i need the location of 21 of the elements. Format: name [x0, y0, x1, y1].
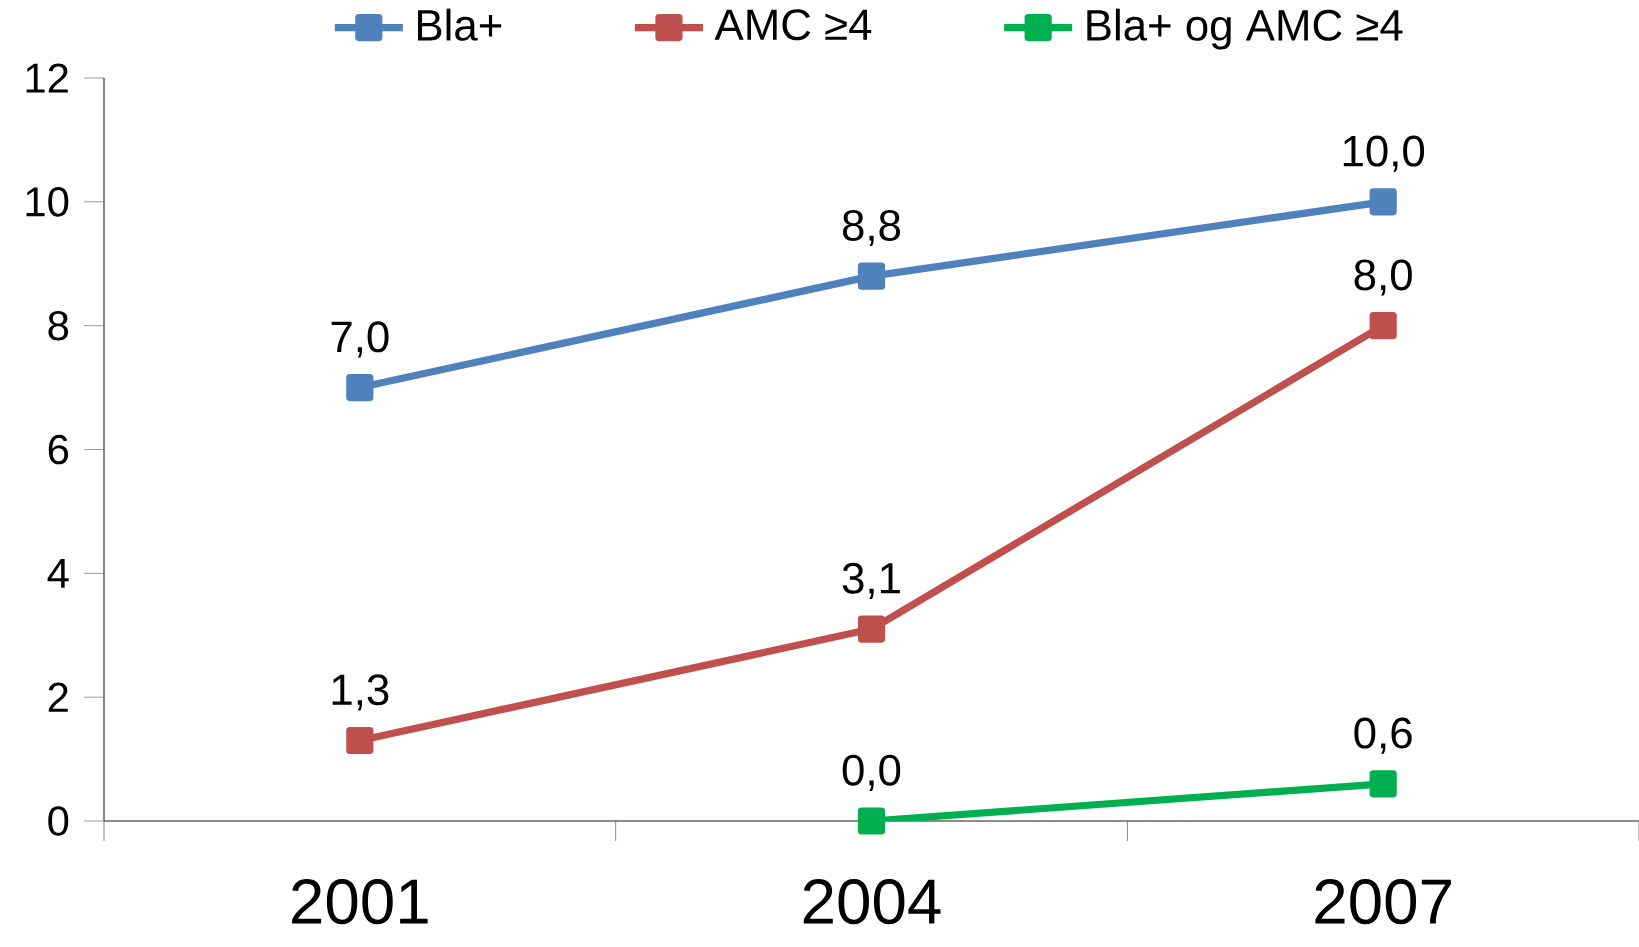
data-label: 0,0 [842, 754, 901, 791]
y-tick-label: 2 [48, 682, 68, 712]
x-tick-label: 2001 [292, 879, 428, 925]
legend-label: AMC ≥4 [714, 9, 872, 41]
data-label: 8,0 [1354, 259, 1412, 296]
legend-label: Bla+ [418, 8, 502, 41]
data-label: 7,0 [331, 321, 389, 358]
data-label: 1,3 [332, 674, 389, 711]
y-tick-label: 10 [26, 187, 69, 217]
x-tick-label: 2004 [803, 879, 941, 925]
y-tick-label: 4 [47, 558, 69, 588]
y-tick-label: 0 [48, 806, 69, 836]
data-label: 3,1 [842, 562, 900, 599]
y-tick-label: 8 [48, 310, 69, 341]
legend-label: Bla+ og AMC ≥4 [1087, 8, 1403, 50]
x-tick-label: 2007 [1315, 879, 1451, 925]
data-label: 8,8 [842, 209, 901, 247]
data-label: 0,6 [1354, 717, 1412, 754]
y-tick-label: 12 [26, 63, 68, 93]
data-label: 10,0 [1343, 135, 1425, 172]
y-tick-label: 6 [48, 434, 69, 465]
